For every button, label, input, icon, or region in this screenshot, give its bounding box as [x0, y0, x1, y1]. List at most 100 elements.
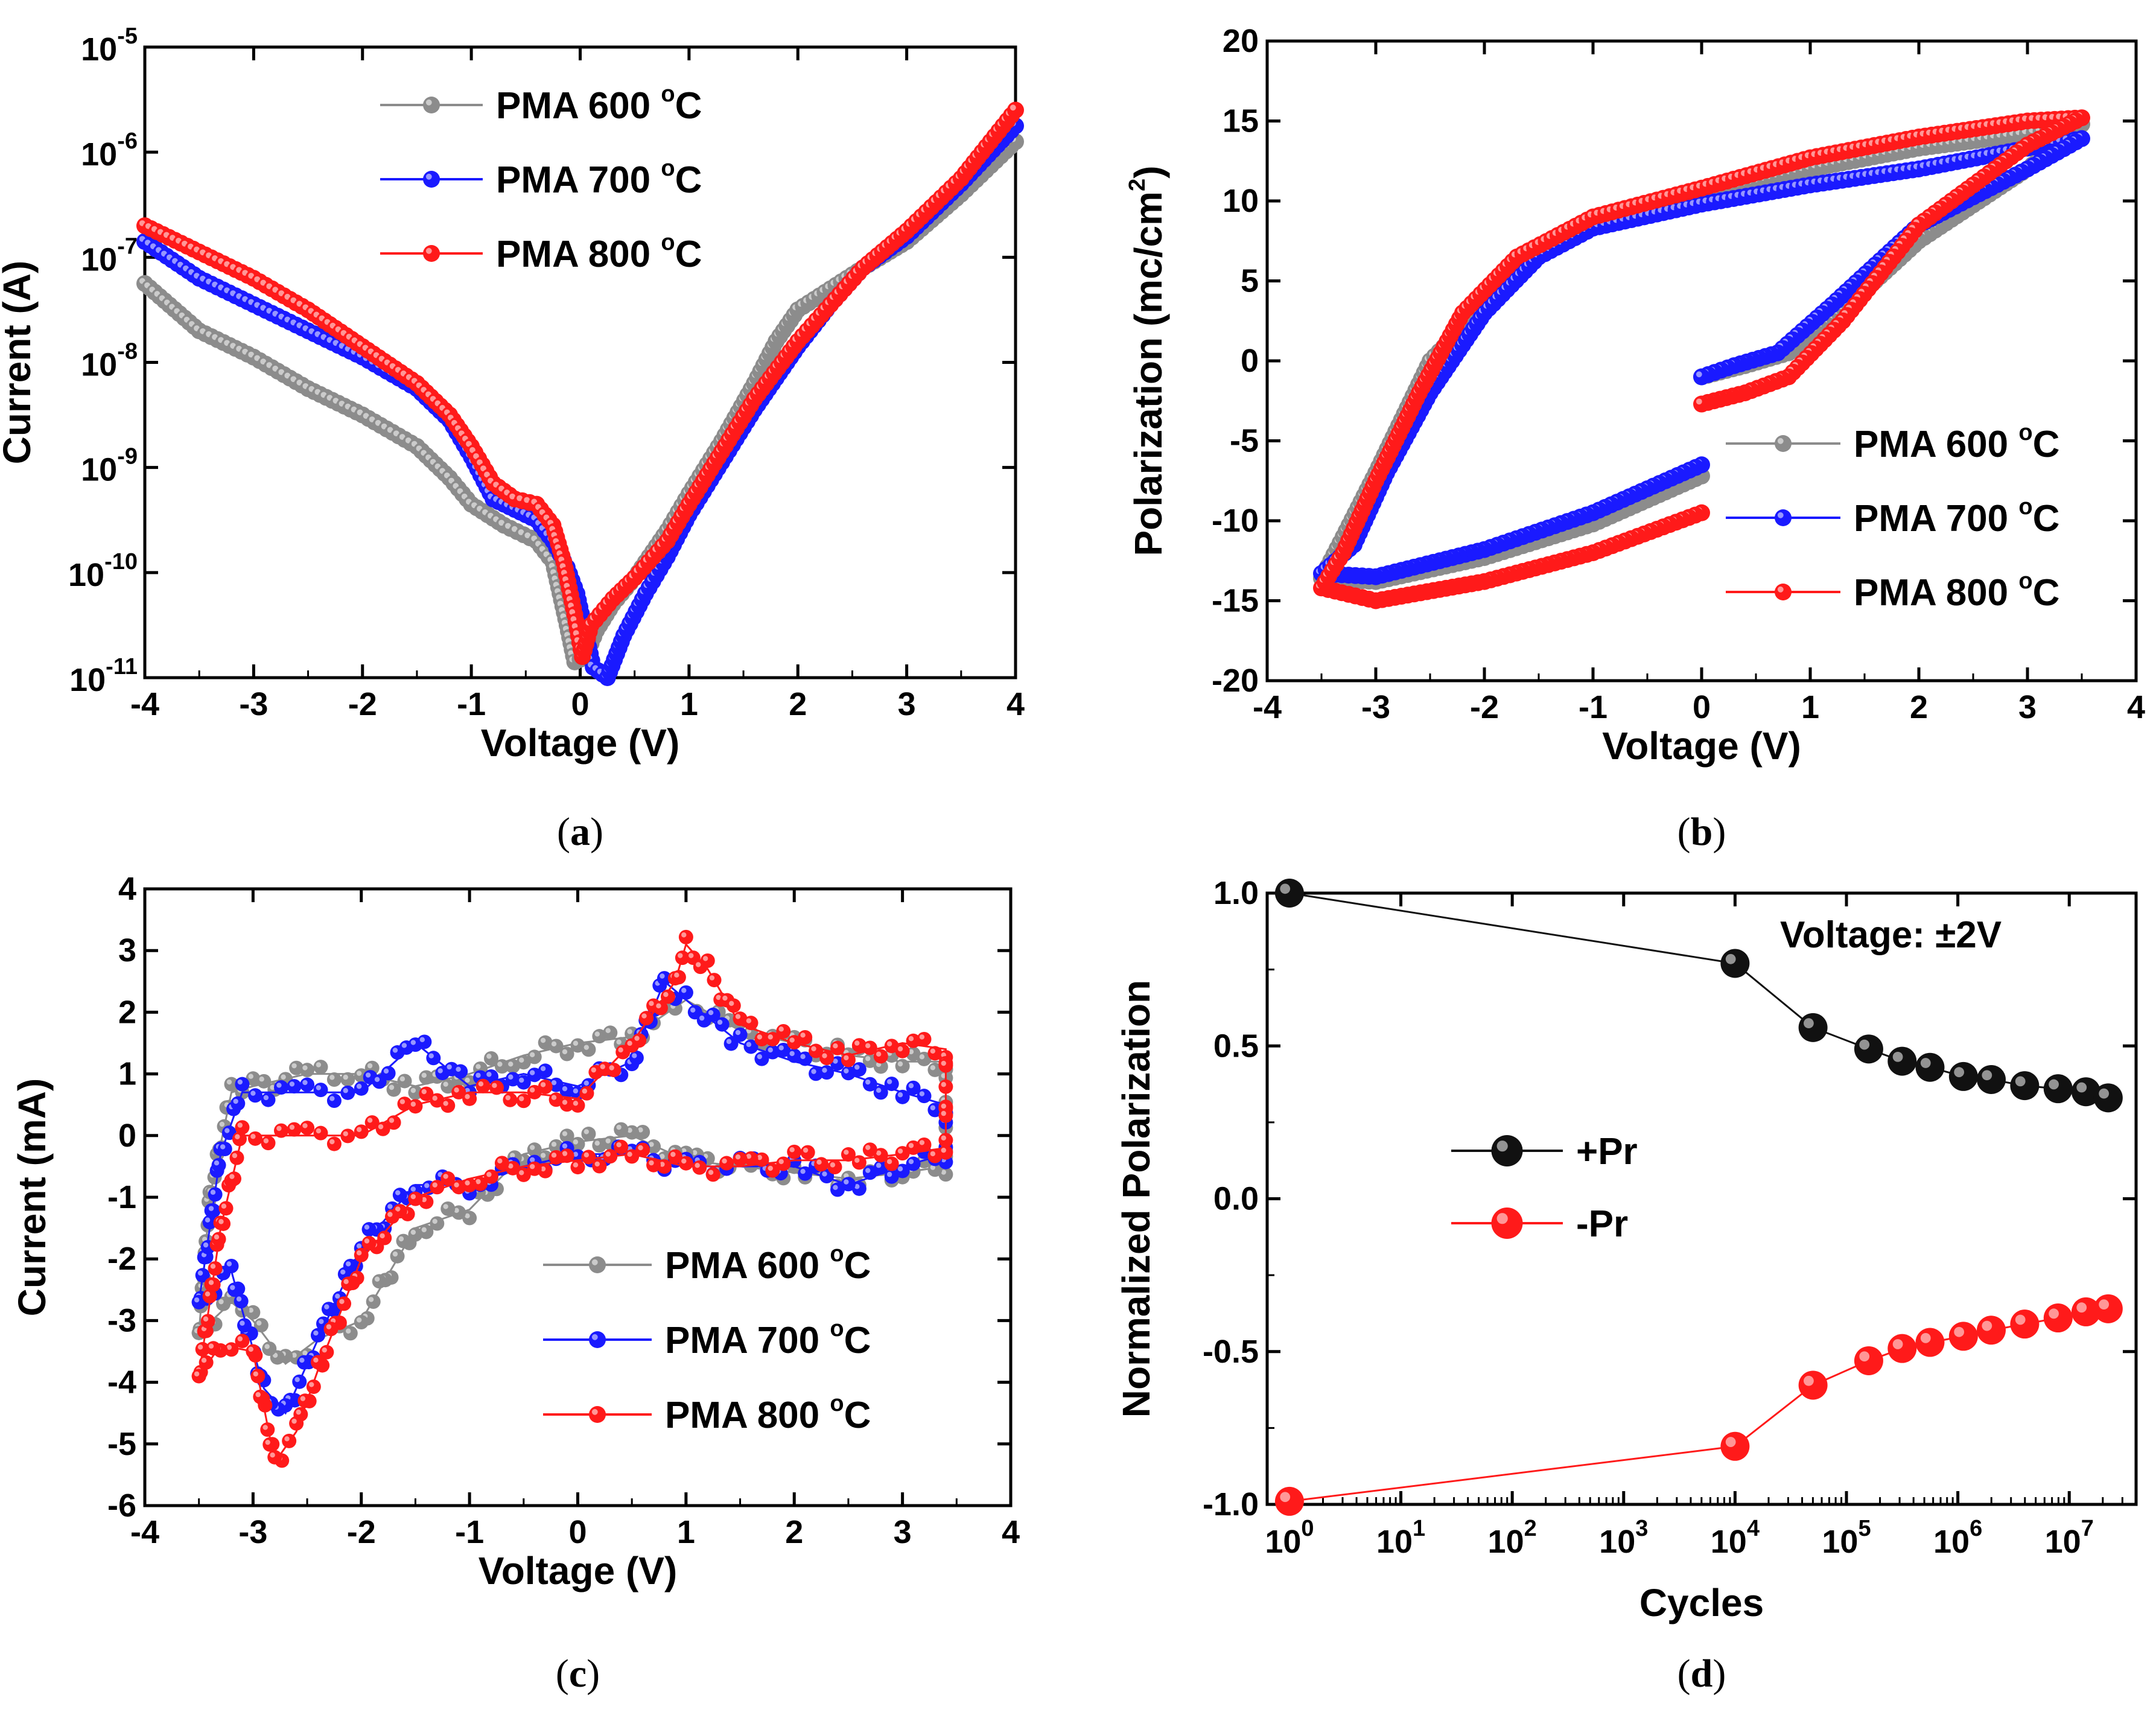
data-point-highlight: [778, 1045, 784, 1051]
data-point: [629, 1050, 644, 1065]
data-point-highlight: [519, 1096, 524, 1101]
data-point: [292, 1374, 307, 1389]
y-tick-label: 15: [1223, 103, 1259, 139]
data-point-highlight: [346, 1261, 351, 1267]
data-point: [827, 1159, 842, 1174]
data-point: [719, 1156, 734, 1171]
data-point-highlight: [529, 1052, 535, 1058]
data-point: [340, 1085, 355, 1100]
legend: PMA 600 oC PMA 700 oC PMA 800 oC: [380, 81, 702, 275]
data-point-highlight: [886, 1171, 892, 1177]
data-point-highlight: [1982, 1070, 1992, 1081]
data-point: [326, 1093, 342, 1109]
data-point: [191, 1369, 206, 1384]
data-point-highlight: [296, 1409, 301, 1415]
data-point: [559, 1128, 574, 1144]
data-point-highlight: [678, 953, 683, 958]
data-point-highlight: [618, 1047, 623, 1053]
data-point-highlight: [356, 1084, 362, 1089]
data-point: [235, 1120, 250, 1135]
data-point-highlight: [421, 1089, 427, 1095]
data-point: [208, 1261, 223, 1276]
data-point-highlight: [197, 1344, 203, 1350]
data-point-highlight: [316, 1062, 322, 1068]
data-point-highlight: [475, 1072, 481, 1078]
data-point-highlight: [930, 1151, 936, 1157]
data-point-highlight: [1892, 1051, 1903, 1062]
data-point-highlight: [339, 1299, 345, 1304]
data-point-highlight: [263, 1095, 269, 1101]
data-point: [440, 1201, 456, 1217]
data-point-highlight: [233, 1098, 238, 1104]
data-point-highlight: [844, 1068, 849, 1074]
data-point-highlight: [584, 1152, 590, 1158]
data-point: [1977, 1064, 2006, 1094]
data-point-highlight: [930, 1165, 936, 1170]
x-axis-label: Voltage (V): [1602, 724, 1801, 768]
data-point-highlight: [519, 1077, 524, 1083]
data-point: [250, 1369, 266, 1384]
data-point-highlight: [886, 1041, 892, 1046]
data-point-highlight: [789, 1037, 795, 1043]
data-point-highlight: [518, 529, 524, 535]
legend-swatch-marker-highlight: [1777, 586, 1784, 593]
data-point-highlight: [690, 1007, 696, 1013]
data-point-highlight: [908, 1159, 914, 1165]
data-point-highlight: [291, 1352, 297, 1358]
data-point-highlight: [399, 1076, 405, 1082]
data-point-highlight: [248, 1074, 253, 1079]
data-point-highlight: [897, 1046, 903, 1052]
data-point-highlight: [735, 1014, 741, 1019]
legend-swatch-marker: [589, 1256, 606, 1273]
data-point-highlight: [316, 1085, 322, 1090]
data-point: [489, 1080, 504, 1095]
data-point-highlight: [638, 1145, 643, 1151]
data-point-highlight: [395, 1206, 401, 1212]
data-point-highlight: [218, 1299, 224, 1305]
data-point-highlight: [695, 1162, 700, 1168]
legend-swatch-marker: [423, 171, 440, 188]
data-point: [229, 1150, 244, 1165]
data-point-highlight: [224, 1128, 230, 1133]
data-point: [321, 1302, 336, 1317]
data-point: [2010, 1309, 2040, 1339]
data-point-highlight: [529, 1163, 535, 1169]
data-point-highlight: [811, 1046, 816, 1052]
legend-swatch-marker-highlight: [425, 247, 432, 254]
data-point-highlight: [504, 523, 511, 529]
data-point-highlight: [716, 994, 721, 1001]
data-point: [603, 1149, 618, 1164]
y-tick-label: 20: [1223, 23, 1259, 59]
data-point-highlight: [803, 1147, 809, 1153]
data-point-highlight: [919, 1140, 925, 1145]
y-tick-label: 10-10: [68, 549, 138, 593]
x-tick-label: -2: [347, 1514, 376, 1550]
data-point: [862, 1142, 877, 1157]
data-point: [237, 1318, 252, 1333]
data-point-highlight: [203, 1242, 209, 1248]
data-point-highlight: [484, 471, 490, 478]
data-point-highlight: [562, 1151, 568, 1156]
data-point-highlight: [897, 1092, 903, 1098]
data-point-highlight: [410, 1229, 416, 1235]
data-point: [884, 1077, 899, 1092]
data-point-highlight: [226, 1261, 232, 1267]
data-point: [296, 1355, 311, 1370]
data-point-highlight: [605, 1138, 611, 1144]
data-point-highlight: [508, 1061, 514, 1067]
data-point-highlight: [492, 1083, 497, 1088]
data-point-highlight: [276, 1083, 282, 1088]
data-point-highlight: [356, 1127, 362, 1132]
y-tick-label: 10: [1223, 183, 1259, 219]
data-point-highlight: [897, 1166, 903, 1172]
data-point-highlight: [735, 1029, 741, 1036]
data-point: [678, 985, 693, 1000]
data-point: [206, 1277, 221, 1292]
legend: +Pr -Pr: [1451, 1131, 1638, 1245]
legend-swatch-marker-highlight: [591, 1408, 598, 1415]
data-point-highlight: [699, 1015, 705, 1021]
data-point: [581, 1127, 596, 1142]
panel-d: 100 101 102 103 104 105 106 107 -1.0 -0.5 0.0 0.5 1.…: [1115, 875, 2138, 1696]
data-point: [895, 1058, 910, 1074]
